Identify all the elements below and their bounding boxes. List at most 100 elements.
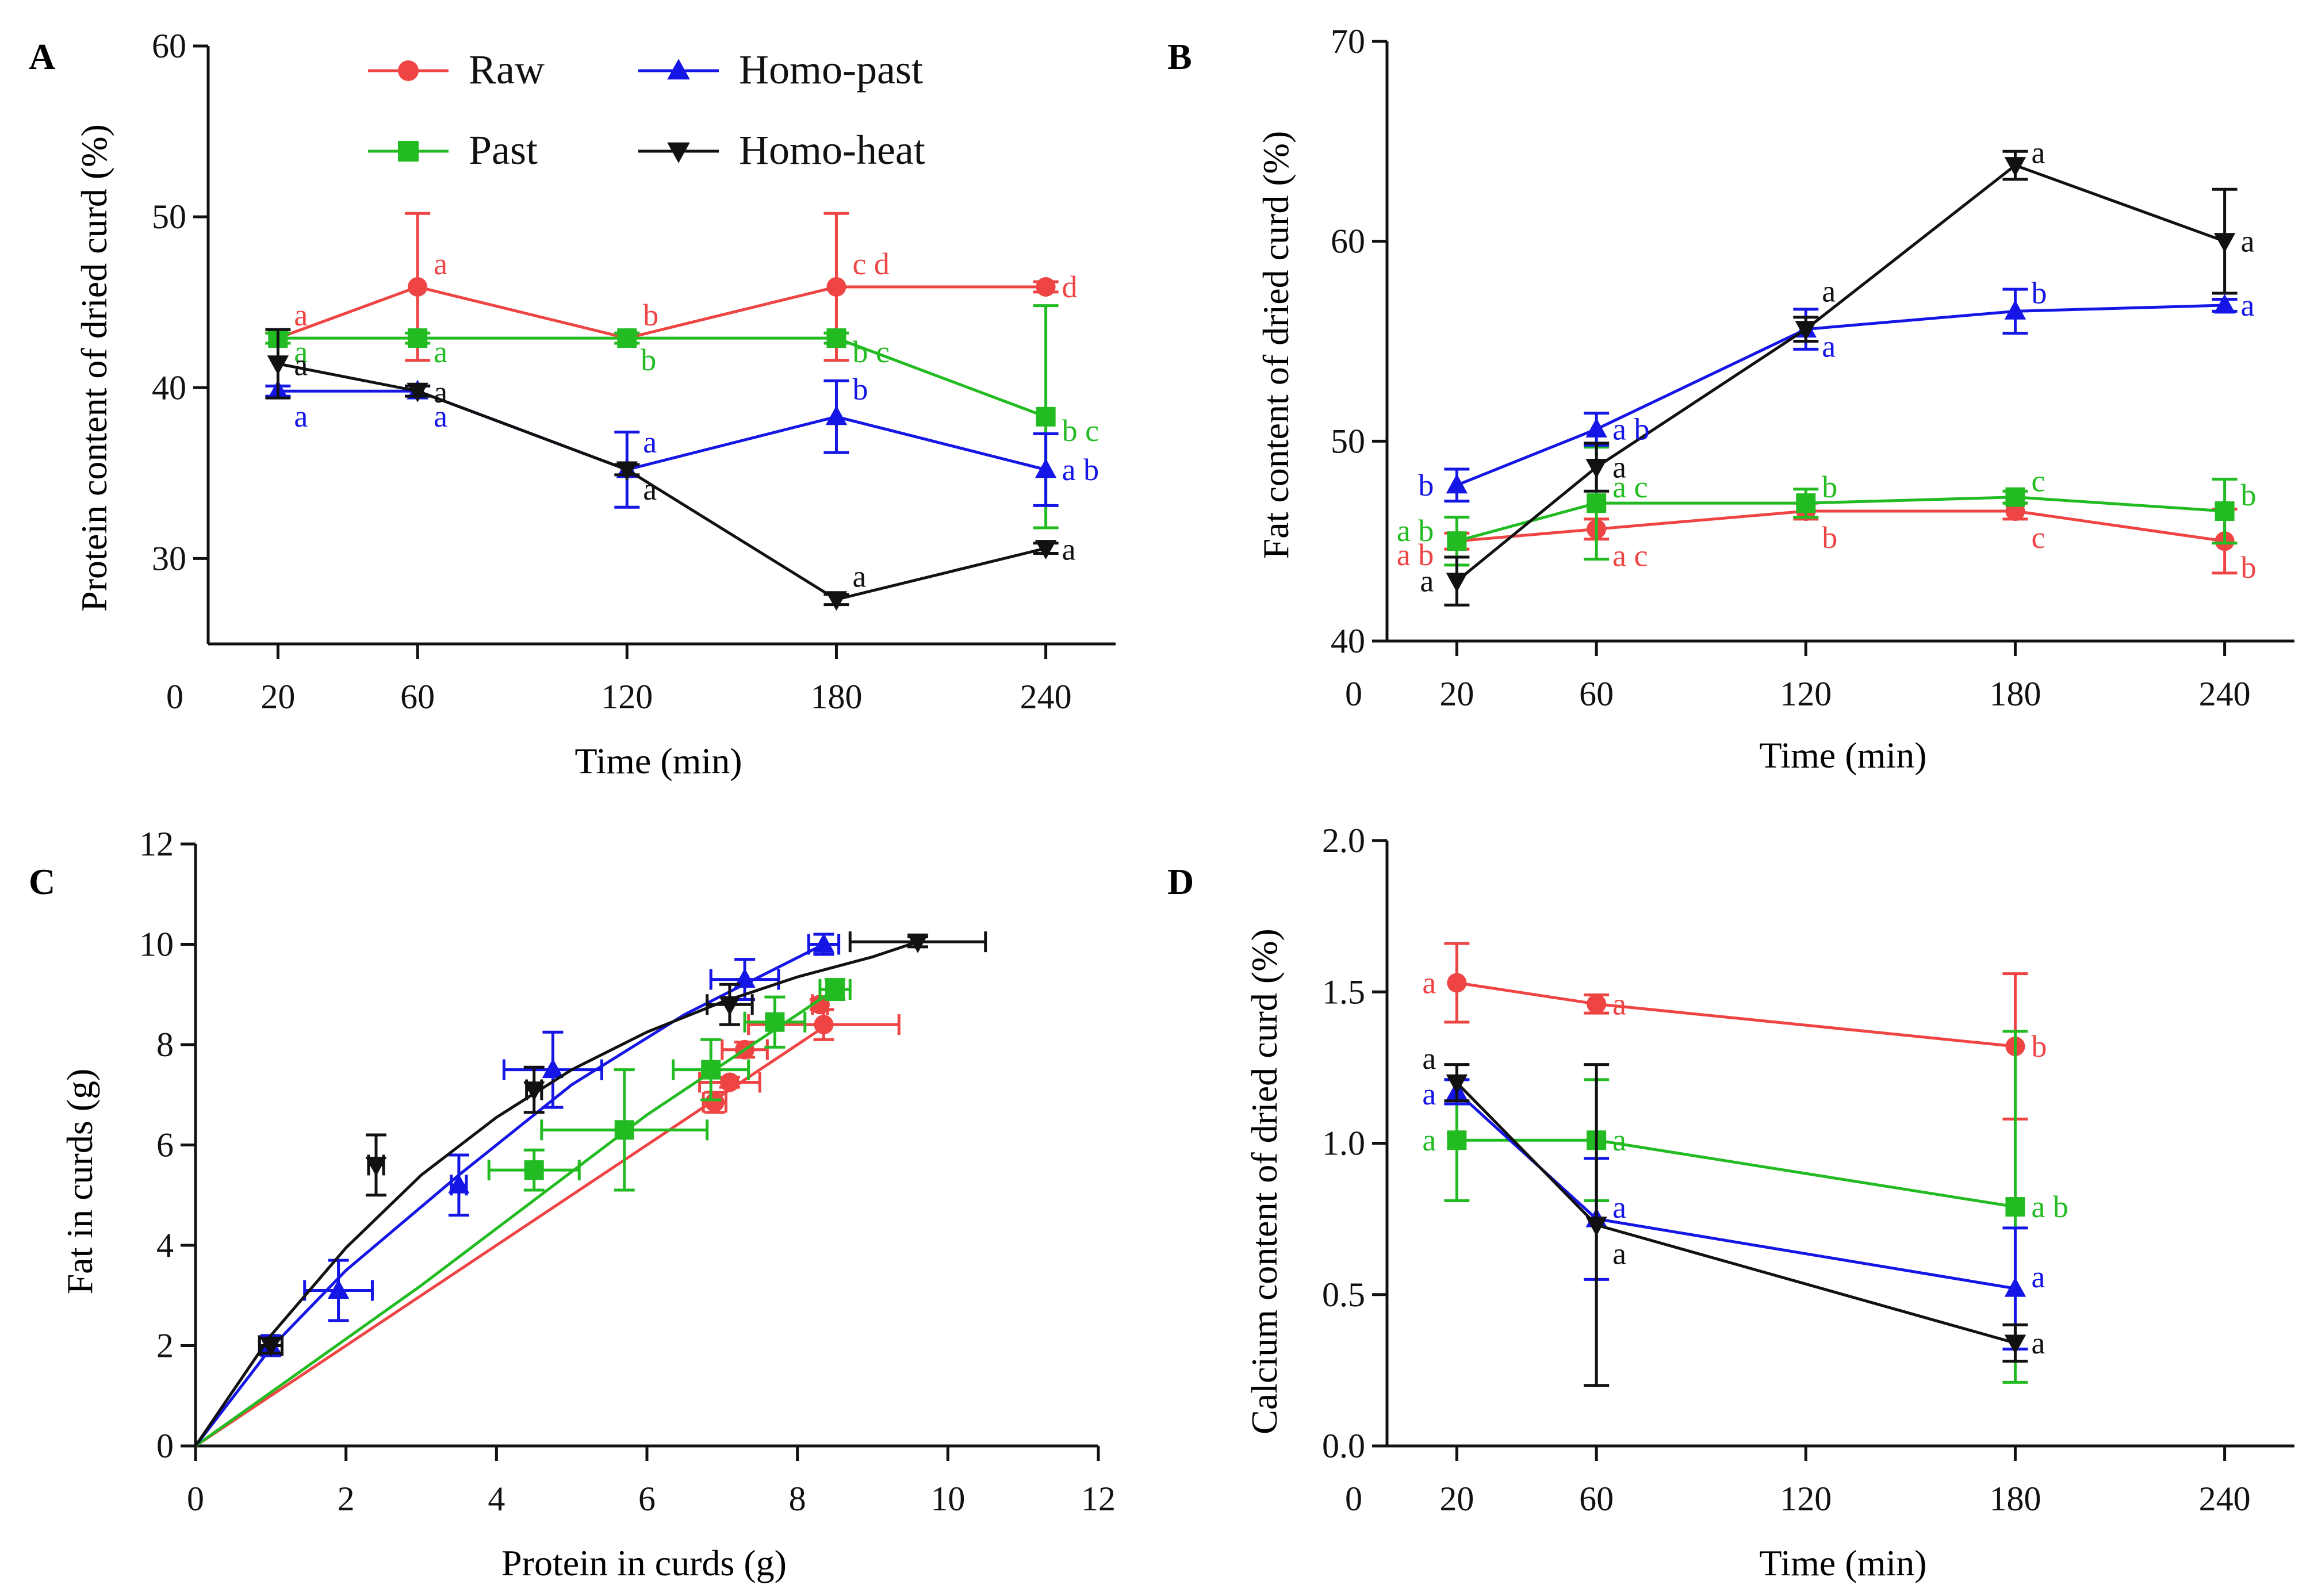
marker-triangle-down — [719, 996, 741, 1016]
marker-square — [701, 1060, 721, 1080]
series-past — [194, 978, 852, 1448]
y-tick-label: 0 — [156, 1427, 174, 1465]
marker-triangle-up — [1585, 417, 1607, 438]
marker-triangle-down — [1446, 1074, 1468, 1094]
y-tick-label: 8 — [156, 1026, 174, 1064]
marker-triangle-down — [2004, 157, 2026, 177]
significance-label: a — [1422, 1077, 1436, 1111]
y-axis-label: Protein content of dried curd (%) — [74, 124, 114, 612]
significance-label: a — [1422, 965, 1436, 1000]
significance-label: a c — [1612, 538, 1648, 573]
marker-triangle-down — [1585, 1217, 1607, 1237]
significance-label: a — [2241, 224, 2255, 259]
series-past — [1444, 446, 2238, 567]
significance-label: b — [1822, 470, 1837, 504]
marker-triangle-down — [2004, 1334, 2026, 1355]
legend-label: Homo-past — [739, 47, 923, 93]
y-tick-label: 4 — [156, 1226, 174, 1264]
significance-label: a — [434, 247, 447, 281]
significance-label: c — [2031, 520, 2045, 555]
marker-square — [1447, 1130, 1467, 1150]
significance-label: a — [1612, 450, 1626, 485]
significance-label: a b — [1397, 513, 1434, 548]
y-tick-label: 6 — [156, 1126, 174, 1164]
y-tick-label: 1.0 — [1322, 1125, 1365, 1163]
significance-label: a — [2031, 1326, 2045, 1360]
series-line — [1455, 1091, 2016, 1290]
y-tick-label: 2 — [156, 1327, 174, 1365]
significance-label: a — [2241, 288, 2255, 323]
x-tick-label: 60 — [1579, 675, 1614, 713]
y-axis-label: Fat content of dried curd (%) — [1255, 131, 1296, 559]
significance-label: a b — [2031, 1190, 2068, 1224]
marker-square — [1587, 493, 1607, 513]
marker-square — [398, 141, 419, 162]
marker-triangle-down — [825, 591, 848, 611]
marker-square — [826, 328, 846, 348]
y-tick-label: 50 — [1331, 422, 1365, 460]
x-tick-label: 20 — [260, 678, 295, 716]
significance-label: a — [1612, 1190, 1626, 1225]
marker-triangle-up — [2004, 300, 2026, 320]
series-homo-past — [1444, 287, 2238, 503]
marker-triangle-up — [734, 968, 756, 988]
x-tick-label: 2 — [338, 1480, 355, 1518]
marker-circle — [814, 1015, 834, 1035]
legend-label: Past — [469, 127, 538, 173]
x-tick-label: 6 — [638, 1480, 656, 1518]
significance-label: a — [434, 335, 447, 369]
significance-label: c — [2031, 464, 2045, 498]
x-tick-label: 180 — [1989, 1480, 2041, 1518]
significance-label: b — [1822, 520, 1837, 555]
y-tick-label: 60 — [152, 27, 186, 65]
marker-triangle-down — [1446, 573, 1468, 593]
series-line — [1457, 509, 2225, 543]
panel-letter: D — [1167, 861, 1194, 902]
significance-label: b c — [1062, 413, 1099, 448]
marker-square — [1447, 531, 1467, 551]
significance-label: a b — [1612, 412, 1649, 446]
marker-triangle-down — [907, 933, 929, 953]
x-tick-label: 240 — [1020, 678, 1072, 716]
series-raw — [194, 994, 901, 1448]
legend-item-raw: Raw — [368, 47, 545, 93]
marker-triangle-down — [365, 1156, 387, 1176]
marker-square — [524, 1160, 544, 1180]
marker-square — [765, 1012, 785, 1032]
y-tick-label: 0.5 — [1322, 1276, 1365, 1314]
significance-label: a b — [1062, 452, 1099, 487]
marker-square — [408, 328, 428, 348]
y-tick-label: 30 — [152, 539, 186, 577]
y-tick-label: 40 — [1331, 622, 1365, 660]
significance-label: a c — [1612, 470, 1648, 504]
series-homo-heat — [1444, 1063, 2028, 1387]
marker-square — [2005, 1197, 2025, 1217]
x-tick-label: 120 — [1780, 1480, 1832, 1518]
marker-triangle-up — [1035, 458, 1057, 478]
marker-triangle-down — [667, 142, 690, 163]
marker-circle — [1447, 973, 1467, 993]
significance-label: a — [294, 335, 308, 369]
significance-label: a — [434, 375, 447, 409]
marker-triangle-down — [1795, 321, 1817, 341]
marker-square — [2215, 501, 2235, 521]
x-tick-label: 240 — [2199, 675, 2251, 713]
fit-curve — [194, 1023, 829, 1448]
significance-label: a — [643, 472, 657, 507]
x-axis-label: Time (min) — [1760, 735, 1927, 776]
significance-label: a — [1612, 1123, 1626, 1157]
plot-area: 40 50 60 70 0 20 60 120 180 240 a b a c b c b a b a c b c b… — [1331, 22, 2294, 713]
significance-label: a — [1822, 274, 1836, 309]
y-tick-label: 60 — [1331, 222, 1365, 260]
significance-label: a — [852, 559, 866, 594]
significance-label: d — [1062, 270, 1078, 304]
x-tick-label: 180 — [810, 678, 862, 716]
significance-label: b — [2031, 1029, 2047, 1064]
series-line — [278, 336, 1047, 419]
legend-item-past: Past — [368, 127, 538, 173]
x-axis-label: Time (min) — [575, 741, 742, 781]
y-tick-label: 40 — [152, 369, 186, 406]
significance-label: a — [1422, 1041, 1436, 1076]
